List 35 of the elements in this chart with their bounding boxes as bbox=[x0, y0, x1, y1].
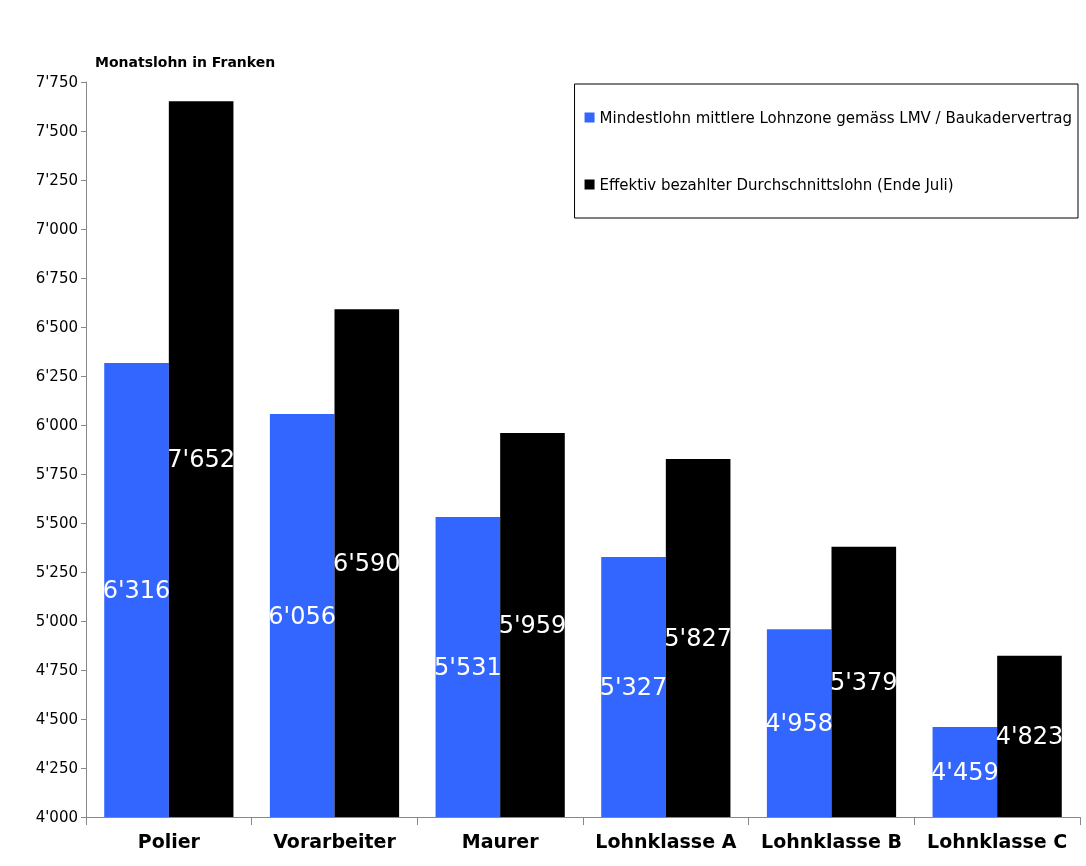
data-label: 5'827 bbox=[664, 623, 732, 652]
y-tick-label: 6'000 bbox=[35, 416, 78, 434]
y-tick-label: 7'250 bbox=[35, 171, 78, 189]
y-tick-label: 6'250 bbox=[35, 367, 78, 385]
y-tick-label: 4'500 bbox=[35, 710, 78, 728]
x-tick-label: Polier bbox=[137, 829, 201, 852]
data-label: 6'316 bbox=[102, 576, 171, 605]
data-label: 6'590 bbox=[332, 549, 401, 578]
legend-label: Mindestlohn mittlere Lohnzone gemäss LMV / Baukadervertrag bbox=[599, 108, 1073, 127]
y-tick-label: 4'750 bbox=[35, 661, 78, 679]
y-axis-title: Monatslohn in Franken bbox=[95, 54, 276, 70]
y-tick-label: 4'250 bbox=[35, 759, 78, 777]
data-label: 5'959 bbox=[498, 611, 567, 640]
x-tick-label: Lohnklasse A bbox=[595, 829, 737, 852]
y-tick-label: 4'000 bbox=[35, 808, 78, 826]
data-label: 5'379 bbox=[829, 667, 898, 696]
data-label: 4'823 bbox=[995, 722, 1064, 751]
y-tick-label: 5'500 bbox=[35, 514, 78, 532]
x-tick-label: Lohnklasse B bbox=[761, 829, 902, 852]
data-label: 5'327 bbox=[599, 672, 668, 701]
y-tick-label: 7'500 bbox=[35, 122, 78, 140]
x-tick-label: Lohnklasse C bbox=[927, 829, 1068, 852]
data-label: 7'652 bbox=[167, 445, 235, 474]
y-tick-label: 5'250 bbox=[35, 563, 78, 581]
data-label: 5'531 bbox=[434, 652, 502, 681]
y-tick-label: 6'750 bbox=[35, 269, 78, 287]
data-label: 4'459 bbox=[931, 758, 999, 787]
x-tick-label: Vorarbeiter bbox=[273, 829, 397, 852]
legend-label: Effektiv bezahlter Durchschnittslohn (Ende Juli) bbox=[599, 175, 954, 194]
y-tick-label: 5'750 bbox=[35, 465, 78, 483]
y-tick-label: 5'000 bbox=[35, 612, 78, 630]
y-tick-label: 7'000 bbox=[35, 220, 78, 238]
x-tick-label: Maurer bbox=[461, 829, 540, 852]
y-tick-label: 7'750 bbox=[35, 73, 78, 91]
y-tick-label: 6'500 bbox=[35, 318, 78, 336]
